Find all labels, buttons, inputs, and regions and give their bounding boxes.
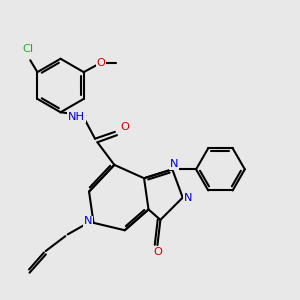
Text: N: N xyxy=(184,193,192,202)
Text: N: N xyxy=(84,216,92,226)
Text: NH: NH xyxy=(68,112,85,122)
Text: O: O xyxy=(153,247,162,257)
Text: O: O xyxy=(97,58,105,68)
Text: N: N xyxy=(169,159,178,169)
Text: O: O xyxy=(120,122,129,132)
Text: Cl: Cl xyxy=(22,44,33,54)
